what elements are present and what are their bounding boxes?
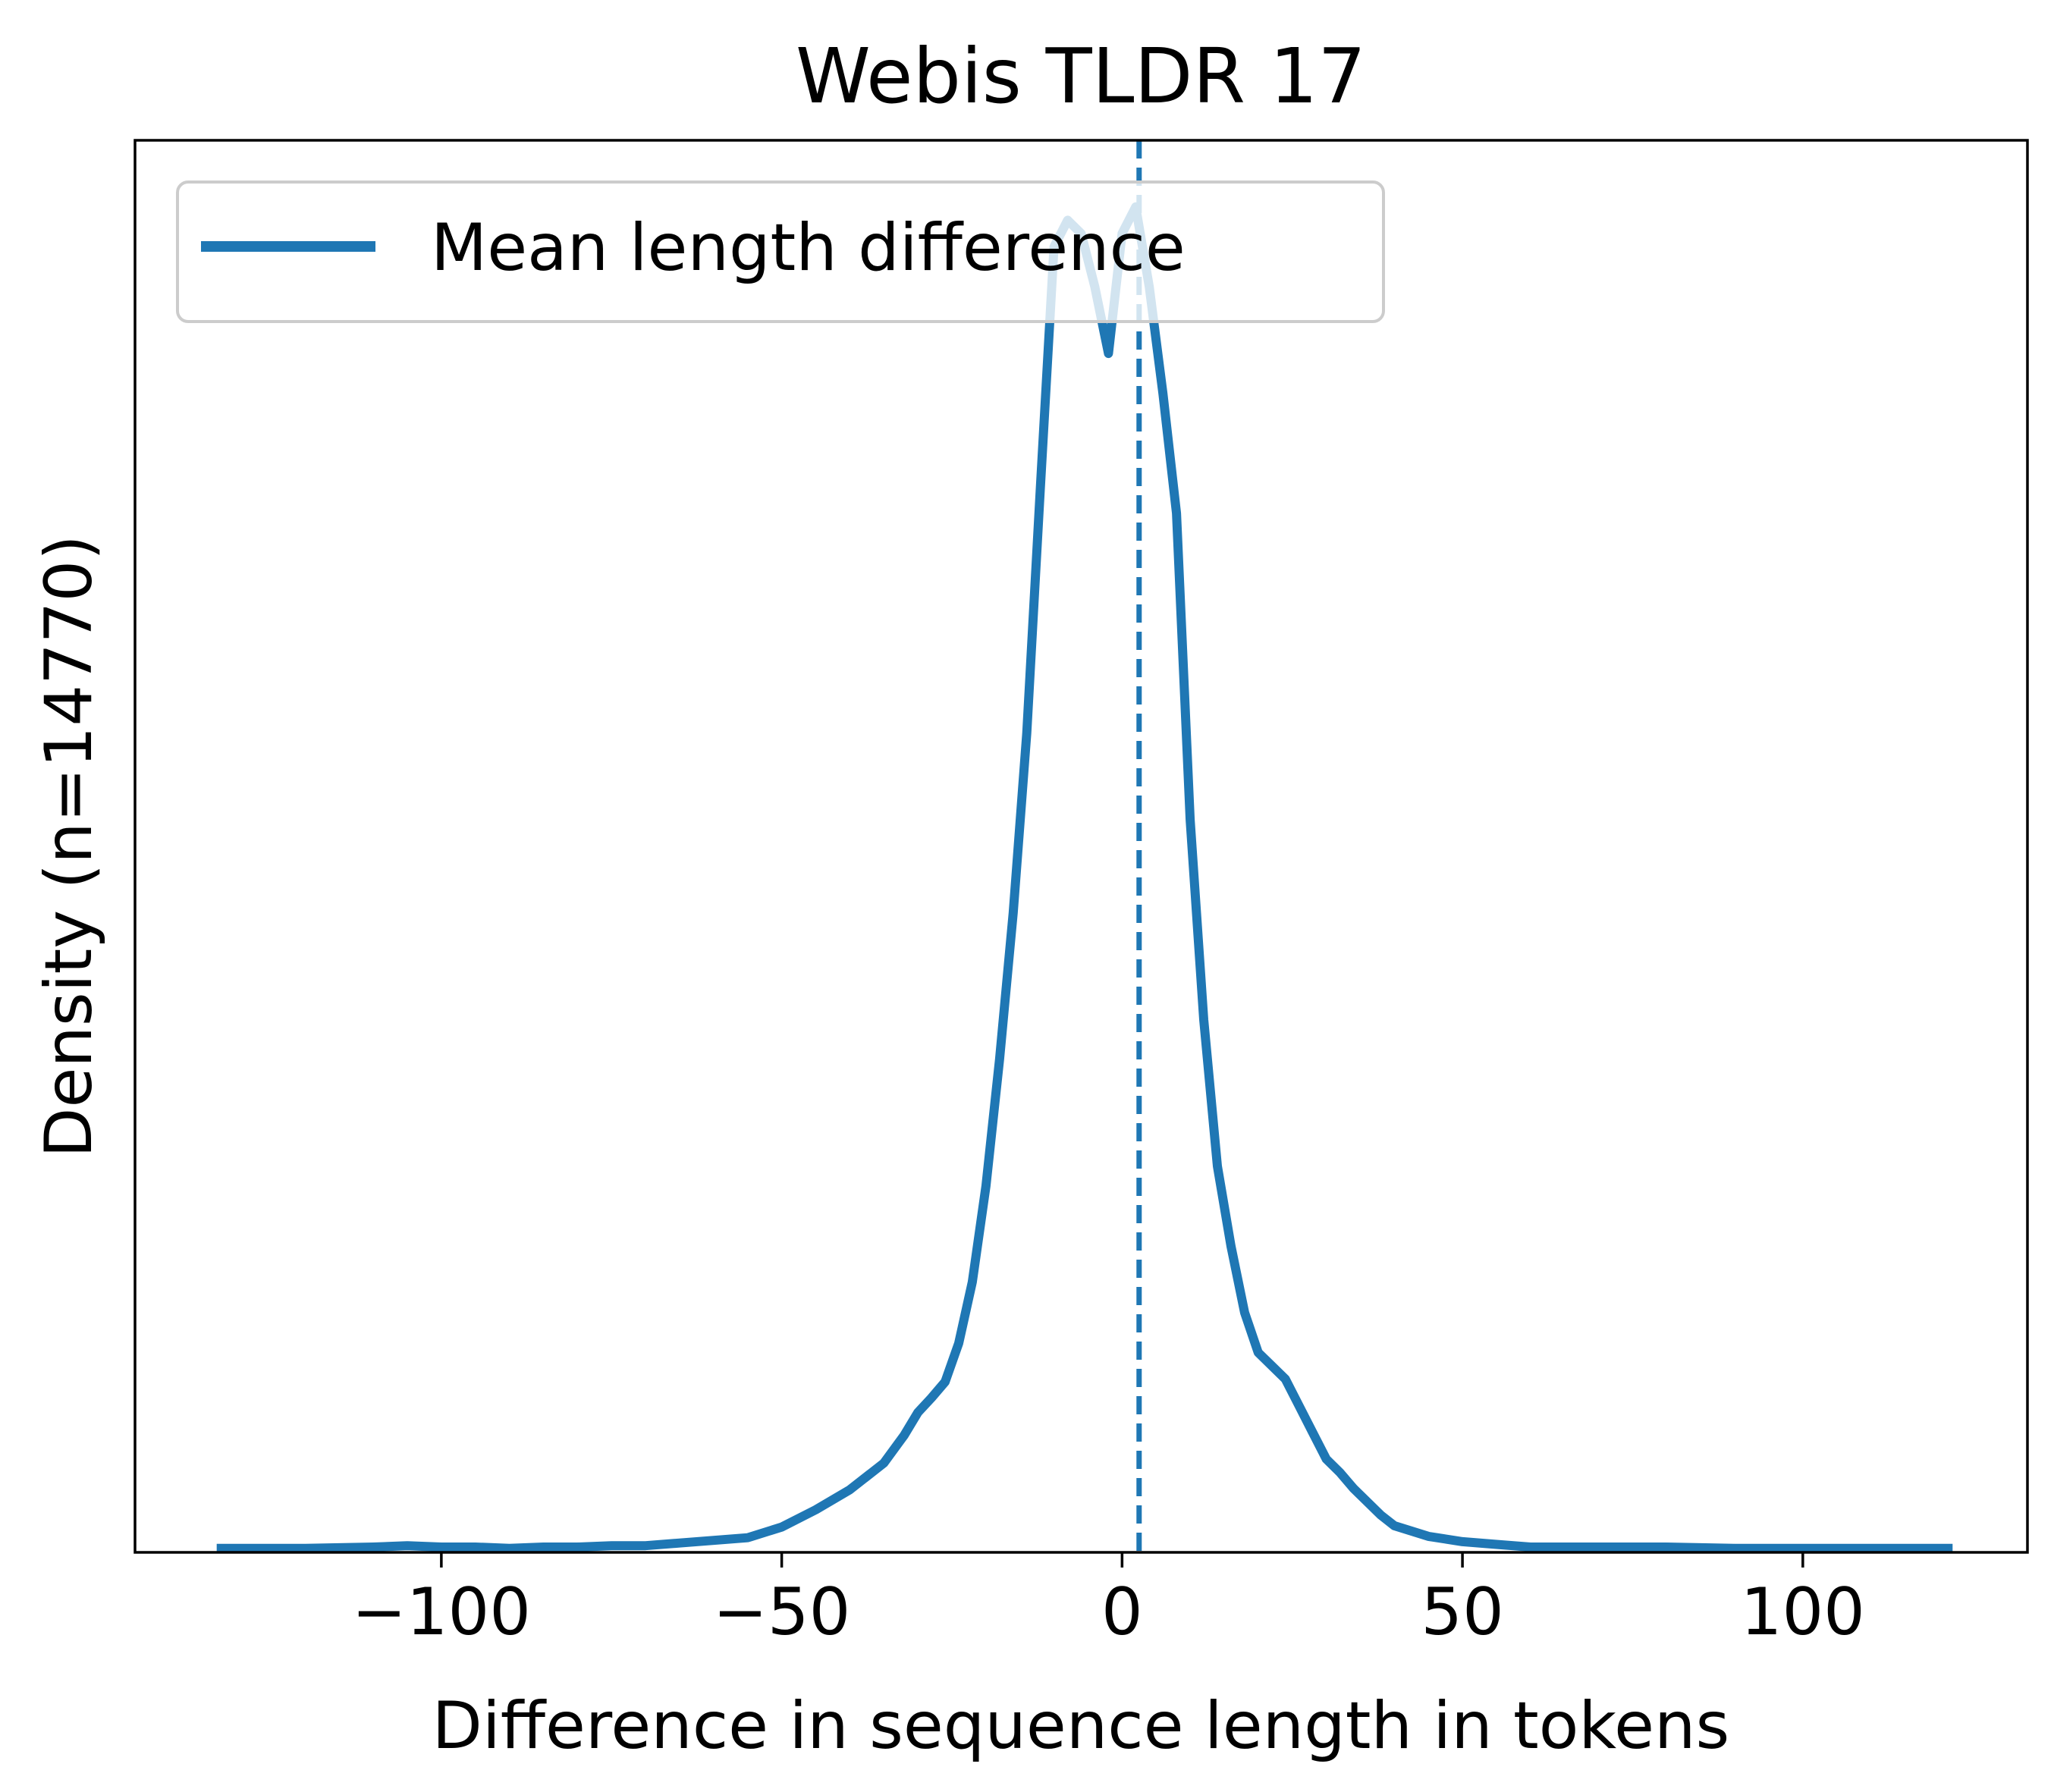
x-tick-label-2: 0 [1101, 1574, 1143, 1650]
x-axis-ticks: −100 −50 0 50 100 [352, 1552, 1865, 1650]
plot-area [135, 140, 2027, 1552]
legend: Mean length difference [176, 180, 1385, 323]
x-tick-label-4: 100 [1741, 1574, 1865, 1650]
y-axis-label: Density (n=14770) [31, 535, 107, 1158]
x-axis-label: Difference in sequence length in tokens [432, 1688, 1730, 1764]
legend-frame [176, 180, 1385, 323]
plot-frame [133, 139, 2029, 1554]
x-tick-label-3: 50 [1421, 1574, 1503, 1650]
x-tick-label-1: −50 [713, 1574, 851, 1650]
legend-label: Mean length difference [431, 210, 1186, 286]
chart-title: Webis TLDR 17 [796, 32, 1366, 121]
x-tick-label-0: −100 [352, 1574, 531, 1650]
